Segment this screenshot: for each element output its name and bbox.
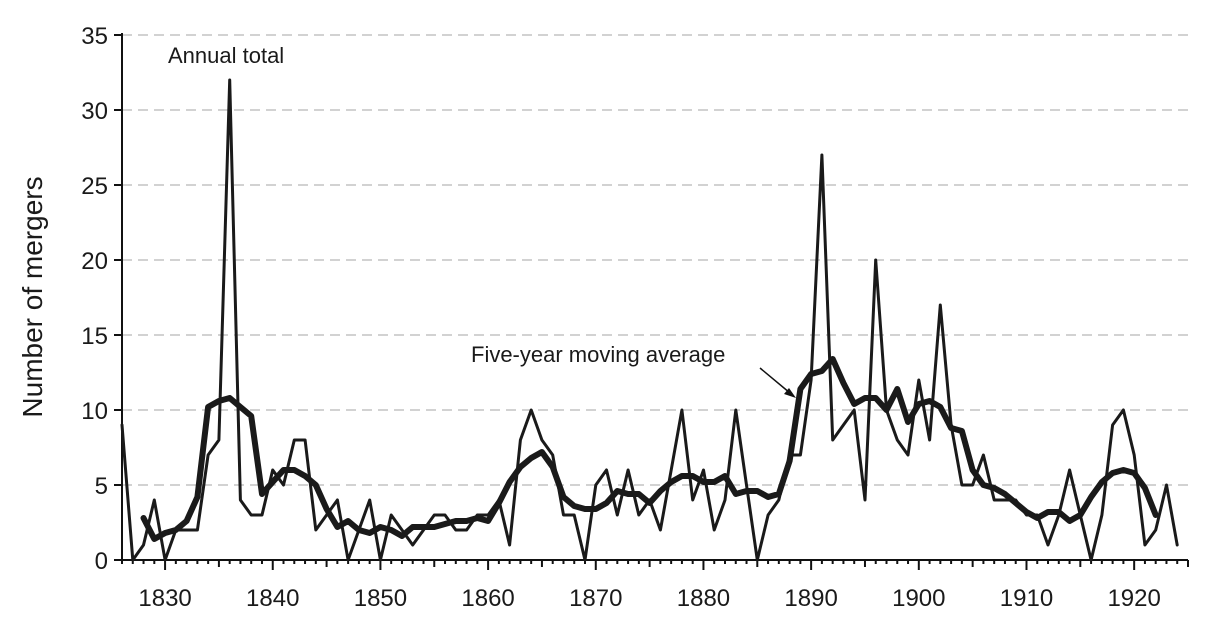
- annual-total-line: [120, 78, 1179, 562]
- y-tick-label: 0: [95, 548, 108, 575]
- x-tick-label: 1920: [1107, 585, 1160, 612]
- y-axis-title: Number of mergers: [17, 176, 48, 417]
- x-tick-label: 1890: [784, 585, 837, 612]
- moving-average-line: [140, 356, 1159, 542]
- x-tick-label: 1880: [677, 585, 730, 612]
- y-tick-label: 5: [95, 473, 108, 500]
- y-tick-label: 30: [81, 98, 108, 125]
- gridlines: [122, 34, 1188, 486]
- y-tick-label: 10: [81, 398, 108, 425]
- moving-average-annotation: Five-year moving average: [471, 342, 725, 367]
- x-tick-label: 1860: [461, 585, 514, 612]
- x-tick-label: 1840: [246, 585, 299, 612]
- x-tick-label: 1870: [569, 585, 622, 612]
- y-tick-label: 35: [81, 23, 108, 50]
- x-tick-label: 1850: [354, 585, 407, 612]
- moving-average-arrow: [759, 367, 796, 398]
- x-tick-label: 1830: [138, 585, 191, 612]
- annual-total-annotation: Annual total: [168, 43, 284, 68]
- y-tick-label: 25: [81, 173, 108, 200]
- x-tick-label: 1910: [1000, 585, 1053, 612]
- y-tick-label: 20: [81, 248, 108, 275]
- x-tick-label: 1900: [892, 585, 945, 612]
- y-tick-label: 15: [81, 323, 108, 350]
- series-lines: [120, 78, 1179, 562]
- axes: 0 5 10 15 20 25 30 35 1830 1840 1850 1860 1870 1880 18…: [81, 23, 1189, 612]
